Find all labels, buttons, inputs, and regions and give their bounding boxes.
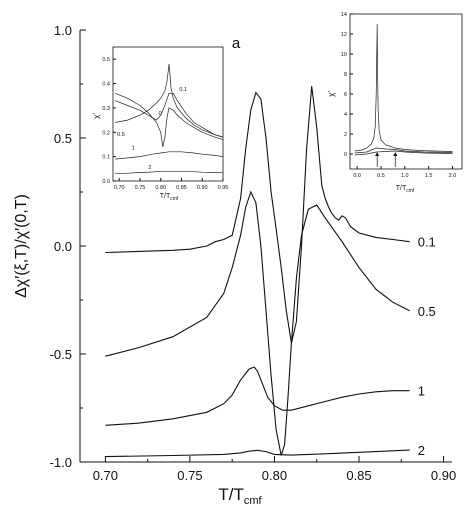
inset-right-x-title: T/Tcmf [396,185,415,194]
inset-left-chart: 0.70 0.75 0.80 0.85 0.90 0.95 0.0 0.1 0.2 0.3 0.4 0… [92,46,229,202]
inset-right-arrow-head [393,152,398,156]
inset-right-y-tick-label: 6 [344,92,347,98]
inset-left-x-tick-label: 0.90 [197,185,208,191]
inset-left-x-tick-label: 0.70 [114,185,125,191]
main-series-label: 1 [418,384,425,399]
main-y-tick-label: 0.5 [54,131,72,146]
main-y-axis-title: Δχ′(ξ,T)/χ′(0,T) [13,194,30,298]
inset-right-y-tick-label: 2 [344,132,347,138]
inset-left-x-tick-label: 0.85 [176,185,187,191]
main-x-axis-title-sub: cmf [244,495,263,507]
main-x-axis-title-text: T/T [218,485,244,504]
inset-left-y-tick-label: 0.0 [102,179,110,185]
inset-right-x-title-sub: cmf [406,188,415,194]
inset-right-x-tick-label: 1.0 [401,173,409,179]
inset-left-series-line-0 [115,64,224,138]
inset-left-x-tick-label: 0.95 [218,185,229,191]
inset-left-curve-label: 2 [148,165,151,171]
inset-left-y-tick-label: 0.1 [102,155,110,161]
inset-left-y-title: χ′ [92,113,101,119]
inset-right-y-title: χ′ [327,91,336,97]
inset-left-y-tick-label: 0.2 [102,130,110,136]
inset-right-x-title-text: T/T [396,185,407,192]
inset-left-x-title-sub: cmf [170,196,179,202]
inset-right-series-line-low-1 [354,147,453,154]
inset-left-x-title-text: T/T [160,193,171,200]
main-series-line-2 [105,449,410,458]
inset-left-x-tick-label: 0.75 [135,185,146,191]
main-series-label: 0.5 [418,304,436,319]
inset-right-y-tick-label: 0 [344,152,347,158]
inset-left-x-tick-label: 0.80 [155,185,166,191]
main-chart: 0.70 0.75 0.80 0.85 0.90 -1.0 -0.5 0.0 0.5 1.0 0.… [13,23,456,507]
main-series-label: 2 [418,443,425,458]
main-series-line-1 [105,366,410,426]
main-x-tick-label: 0.75 [177,468,202,483]
inset-right-y-tick-label: 8 [344,72,347,78]
inset-left-y-tick-label: 0.3 [102,106,110,112]
inset-right-y-tick-label: 4 [344,112,347,118]
inset-left-series-line-0.5 [114,92,224,147]
inset-right-y-tick-label: 14 [341,12,347,18]
inset-left-y-tick-label: 0.4 [102,82,110,88]
inset-right-x-tick-label: 0.0 [353,173,361,179]
main-y-tick-label: -0.5 [50,347,72,362]
inset-left-curve-label: 0 [159,111,162,117]
inset-left-series-line-1 [115,151,224,160]
main-x-tick-label: 0.90 [431,468,456,483]
inset-left-curve-label: 0.1 [179,87,187,93]
inset-right-chart: 0.0 0.5 1.0 1.5 2.0 0 2 4 6 8 10 12 14 T/Tcmf χ′ [327,12,463,194]
inset-right-y-tick-label: 12 [341,32,347,38]
main-x-tick-label: 0.85 [346,468,371,483]
inset-left-series-line-2 [115,170,224,175]
inset-right-frame [349,13,463,170]
main-series-label: 0.1 [418,235,436,250]
main-x-axis-title: T/Tcmf [218,485,262,507]
inset-left-curve-label: 0.5 [117,132,125,138]
main-y-tick-label: -1.0 [50,455,72,470]
inset-left-series-line-0.1 [114,92,224,138]
panel-label: a [232,35,241,52]
main-series-line-0.5 [105,190,410,456]
inset-right-series-line-low-2 [354,150,453,156]
main-y-tick-label: 0.0 [54,239,72,254]
inset-right-x-tick-label: 1.5 [425,173,433,179]
inset-left-curve-label: 1 [132,145,135,151]
inset-left-frame [112,46,224,182]
main-x-tick-label: 0.70 [93,468,118,483]
inset-right-x-tick-label: 0.5 [377,173,385,179]
main-y-tick-label: 1.0 [54,23,72,38]
inset-left-x-title: T/Tcmf [160,193,179,202]
inset-left-y-tick-label: 0.5 [102,57,110,63]
inset-right-arrow-head [375,152,380,156]
inset-right-series-line-peak [354,23,453,152]
inset-right-y-tick-label: 10 [341,52,347,58]
inset-right-x-tick-label: 2.0 [449,173,457,179]
main-x-tick-label: 0.80 [262,468,287,483]
